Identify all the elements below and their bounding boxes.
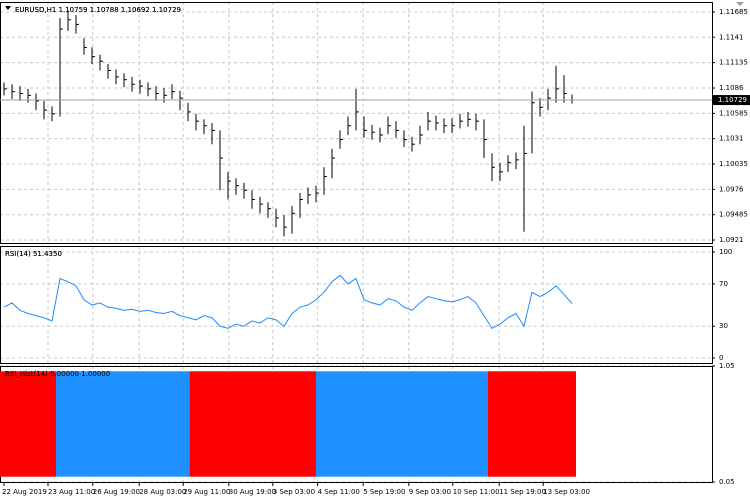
y-tick-label: 1.1086 [719,84,744,92]
x-tick-label: 13 Sep 03:00 [543,488,590,496]
y-tick-label: 1.09485 [719,211,748,219]
y-tick-label: 1.10035 [719,160,748,168]
hist-bar [56,371,190,477]
y-tick-label: 1.11685 [719,8,748,16]
hist-bar [0,371,56,477]
y-tick-label: 100 [719,248,732,256]
menu-arrow[interactable] [5,6,11,10]
x-tick-label: 30 Aug 19:00 [229,488,276,496]
hist-bar [316,371,488,477]
panel-title-overlay: RSI_Hist(14) 0.00000 1.00000 [5,370,110,378]
x-tick-label: 28 Aug 03:00 [139,488,186,496]
x-tick-label: 9 Sep 03:00 [409,488,451,496]
y-tick-label: 1.1031 [719,135,744,143]
current-price-label: 1.10729 [718,96,747,104]
x-tick-label: 3 Sep 03:00 [273,488,315,496]
y-tick-label: 1.05 [719,362,735,370]
hist-bar [189,371,316,477]
panel-title-overlay: EURUSD,H1 1.10759 1.10788 1.10692 1.1072… [15,6,181,14]
y-tick-label: 70 [719,280,728,288]
panel-title: RSI(14) 51.4350 [5,250,62,258]
y-tick-label: 30 [719,322,728,330]
x-tick-label: 26 Aug 19:00 [93,488,140,496]
y-tick-label: 1.10585 [719,109,748,117]
window-arrow[interactable] [736,2,744,6]
y-tick-label: 0 [719,354,723,362]
y-tick-label: 0.05 [719,478,735,486]
x-tick-label: 5 Sep 19:00 [363,488,405,496]
y-tick-label: 1.0976 [719,185,744,193]
current-price-box [713,95,750,106]
x-tick-label: 11 Sep 19:00 [499,488,546,496]
panel-border [0,246,713,364]
y-tick-label: 1.1141 [719,33,744,41]
x-tick-label: 10 Sep 11:00 [453,488,500,496]
y-tick-label: 1.0921 [719,236,744,244]
y-tick-label: 1.11135 [719,59,748,67]
panel-title: EURUSD,H1 1.10759 1.10788 1.10692 1.1072… [15,6,181,14]
x-tick-label: 4 Sep 11:00 [318,488,360,496]
x-tick-label: 29 Aug 11:00 [183,488,230,496]
panel-border [0,2,713,244]
panel-title-overlay: RSI(14) 51.4350 [5,250,62,258]
x-tick-label: 22 Aug 2019 [2,488,47,496]
x-tick-label: 23 Aug 11:00 [48,488,95,496]
hist-bar [488,371,576,477]
rsi-line [3,274,573,330]
